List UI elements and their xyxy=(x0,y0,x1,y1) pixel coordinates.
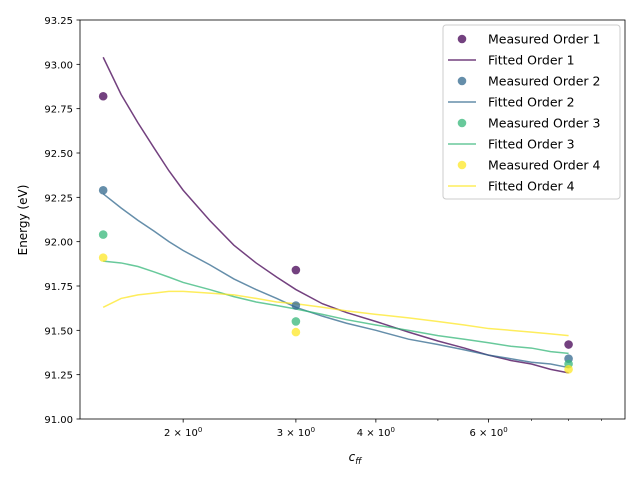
y-axis-label: Energy (eV) xyxy=(16,185,30,256)
x-tick-label: 4 × 100 xyxy=(357,426,395,439)
legend-marker xyxy=(457,118,467,128)
measured-point-order-4 xyxy=(291,327,301,337)
y-tick-label: 91.00 xyxy=(44,415,73,426)
legend-label: Measured Order 1 xyxy=(488,32,600,47)
legend-label: Fitted Order 1 xyxy=(488,53,575,68)
legend-marker xyxy=(457,34,467,44)
x-axis: 2 × 100 3 × 100 4 × 100 6 × 100 xyxy=(164,419,602,439)
y-tick-label: 92.75 xyxy=(44,105,73,116)
x-tick-label: 6 × 100 xyxy=(469,426,507,439)
x-tick-label: 2 × 100 xyxy=(164,426,202,439)
measured-point-order-4 xyxy=(564,365,573,374)
y-tick-label: 92.25 xyxy=(44,193,73,204)
fitted-line-order-3 xyxy=(103,260,569,355)
measured-point-order-1 xyxy=(291,265,301,275)
axes-frame xyxy=(79,19,626,420)
measured-point-order-2 xyxy=(291,301,301,310)
legend-label: Measured Order 3 xyxy=(488,116,600,131)
x-tick-label: 3 × 100 xyxy=(277,426,315,439)
fitted-line-order-1 xyxy=(102,56,569,374)
legend-label: Fitted Order 2 xyxy=(488,95,575,110)
y-tick-label: 93.00 xyxy=(44,60,73,71)
measured-point-order-3 xyxy=(98,230,108,239)
measured-point-order-4 xyxy=(98,253,108,262)
legend-label: Fitted Order 4 xyxy=(488,179,575,194)
y-tick-label: 91.50 xyxy=(44,326,73,337)
y-tick-label: 93.25 xyxy=(44,16,73,27)
measured-point-order-1 xyxy=(98,91,108,101)
measured-point-order-1 xyxy=(564,340,573,349)
y-axis: 91.00 91.25 91.50 91.75 92.00 92.25 92.50 92.75… xyxy=(44,16,80,426)
legend: Measured Order 1 Fitted Order 1 Measured O… xyxy=(442,24,621,200)
legend-label: Fitted Order 3 xyxy=(488,137,575,152)
y-tick-label: 92.50 xyxy=(44,149,73,160)
x-axis-label-main: c xyxy=(349,450,356,464)
legend-frame xyxy=(442,24,621,200)
legend-marker xyxy=(457,76,467,86)
measured-point-order-3 xyxy=(291,317,301,326)
measured-point-order-2 xyxy=(98,185,108,195)
y-tick-label: 92.00 xyxy=(44,238,73,249)
y-tick-label: 91.75 xyxy=(44,282,73,293)
axes-spines xyxy=(79,19,626,420)
x-axis-label-subscript: ff xyxy=(355,457,362,467)
legend-label: Measured Order 2 xyxy=(488,74,600,89)
y-tick-label: 91.25 xyxy=(44,371,73,382)
fitted-line-order-4 xyxy=(102,290,569,337)
legend-marker xyxy=(457,160,467,170)
x-axis-label: cff xyxy=(349,450,363,467)
legend-label: Measured Order 4 xyxy=(488,158,601,173)
